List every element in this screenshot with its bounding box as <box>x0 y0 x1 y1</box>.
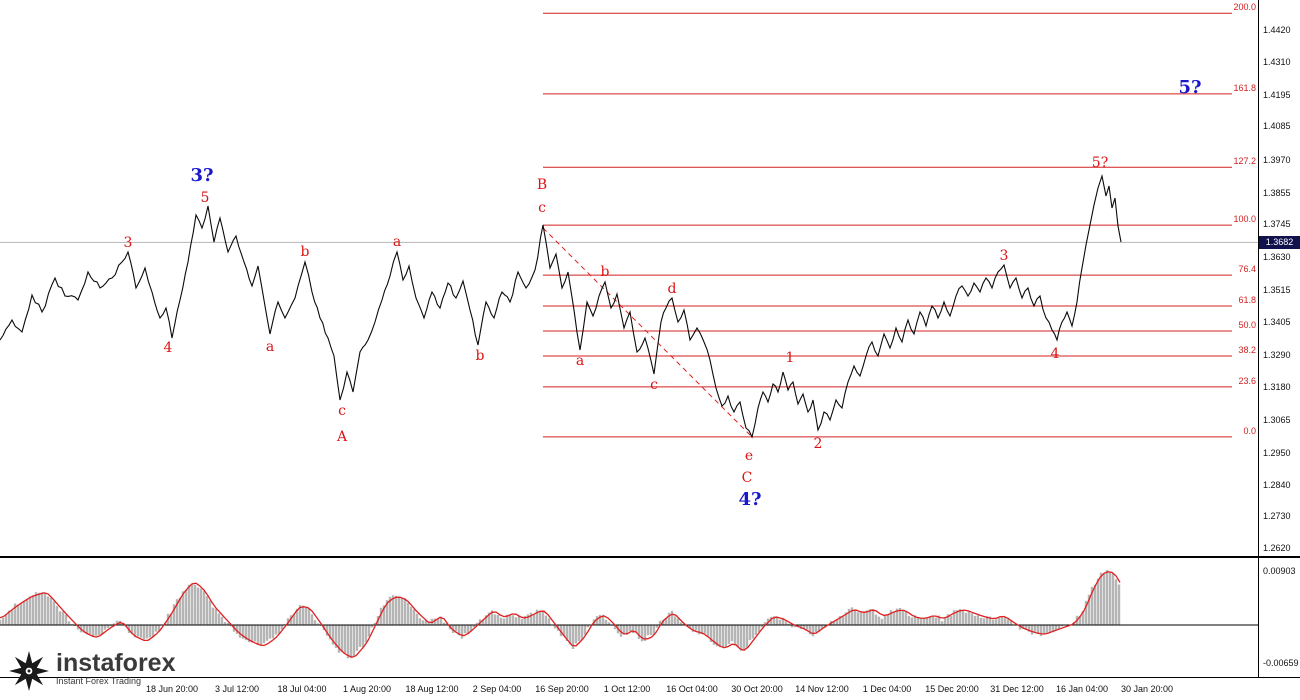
indicator-max-label: 0.00903 <box>1263 566 1296 576</box>
indicator-min-label: -0.00659 <box>1263 658 1299 668</box>
brand-name: instaforex <box>56 649 176 677</box>
brand-tagline: Instant Forex Trading <box>56 676 142 687</box>
current-price-badge: 1.3682 <box>1259 235 1300 249</box>
instaforex-watermark: instaforex Instant Forex Trading <box>8 650 175 692</box>
instaforex-logo-text: instaforex Instant Forex Trading <box>56 649 176 687</box>
instaforex-star-icon <box>9 651 49 691</box>
